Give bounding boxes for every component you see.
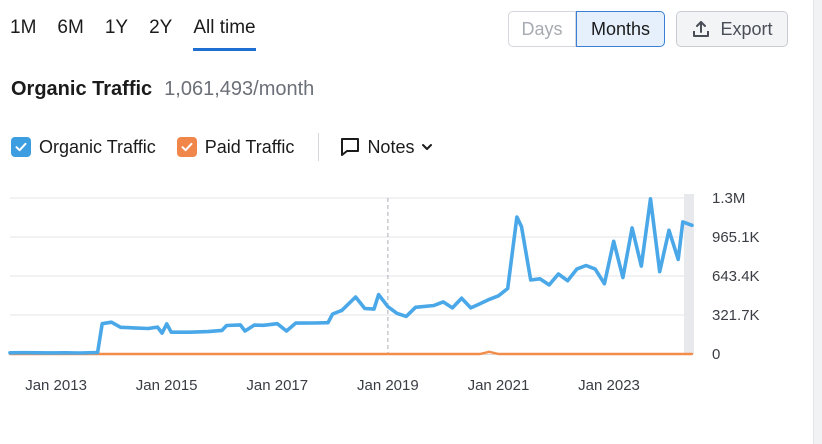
paid-traffic-line: [8, 350, 694, 356]
chevron-down-icon: [422, 144, 433, 150]
period-tab-1m[interactable]: 1M: [10, 17, 37, 38]
legend-row: Organic Traffic Paid Traffic Notes: [11, 133, 434, 161]
period-tab-6m[interactable]: 6M: [57, 17, 84, 38]
organic-checkbox[interactable]: [11, 137, 31, 157]
x-tick-label: Jan 2023: [578, 377, 640, 394]
note-icon: [341, 138, 360, 156]
days-button[interactable]: Days: [508, 11, 576, 47]
checkmark-icon: [15, 142, 27, 152]
legend-organic-label: Organic Traffic: [39, 136, 156, 157]
right-edge-panel: [813, 0, 822, 444]
export-label: Export: [720, 18, 773, 39]
period-tabs: 1M 6M 1Y 2Y All time: [10, 14, 277, 51]
legend-paid-toggle[interactable]: Paid Traffic: [176, 136, 295, 158]
y-tick-label: 0: [712, 346, 720, 363]
notes-label: Notes: [367, 136, 415, 157]
chart-header: Organic Traffic 1,061,493/month: [11, 78, 314, 101]
x-tick-label: Jan 2019: [357, 377, 419, 394]
period-tab-2y[interactable]: 2Y: [149, 17, 173, 38]
upload-icon: [693, 21, 710, 37]
period-tab-1y[interactable]: 1Y: [104, 17, 129, 38]
x-tick-label: Jan 2021: [468, 377, 530, 394]
x-tick-label: Jan 2013: [25, 377, 87, 394]
y-tick-label: 643.4K: [712, 268, 760, 285]
months-button[interactable]: Months: [576, 11, 665, 47]
export-button[interactable]: Export: [676, 11, 788, 47]
y-tick-label: 1.3M: [712, 190, 745, 207]
x-tick-label: Jan 2017: [246, 377, 308, 394]
granularity-toggle: Days Months: [508, 11, 665, 47]
period-tab-all-time[interactable]: All time: [193, 14, 256, 51]
y-tick-label: 321.7K: [712, 307, 760, 324]
x-tick-label: Jan 2015: [136, 377, 198, 394]
checkmark-icon: [181, 142, 193, 152]
current-period-band: [684, 194, 694, 354]
traffic-metric-value: 1,061,493/month: [164, 78, 315, 100]
paid-checkbox[interactable]: [176, 137, 197, 157]
notes-dropdown[interactable]: Notes: [339, 136, 434, 158]
page-title: Organic Traffic: [11, 78, 153, 100]
traffic-chart[interactable]: 1.3M 965.1K 643.4K 321.7K 0 Jan 2013 Jan 2015 J…: [0, 180, 800, 400]
organic-traffic-line: [8, 197, 694, 355]
legend-paid-label: Paid Traffic: [204, 136, 295, 157]
legend-divider: [318, 133, 320, 161]
legend-organic-toggle[interactable]: Organic Traffic: [11, 137, 156, 158]
y-tick-label: 965.1K: [712, 229, 760, 246]
